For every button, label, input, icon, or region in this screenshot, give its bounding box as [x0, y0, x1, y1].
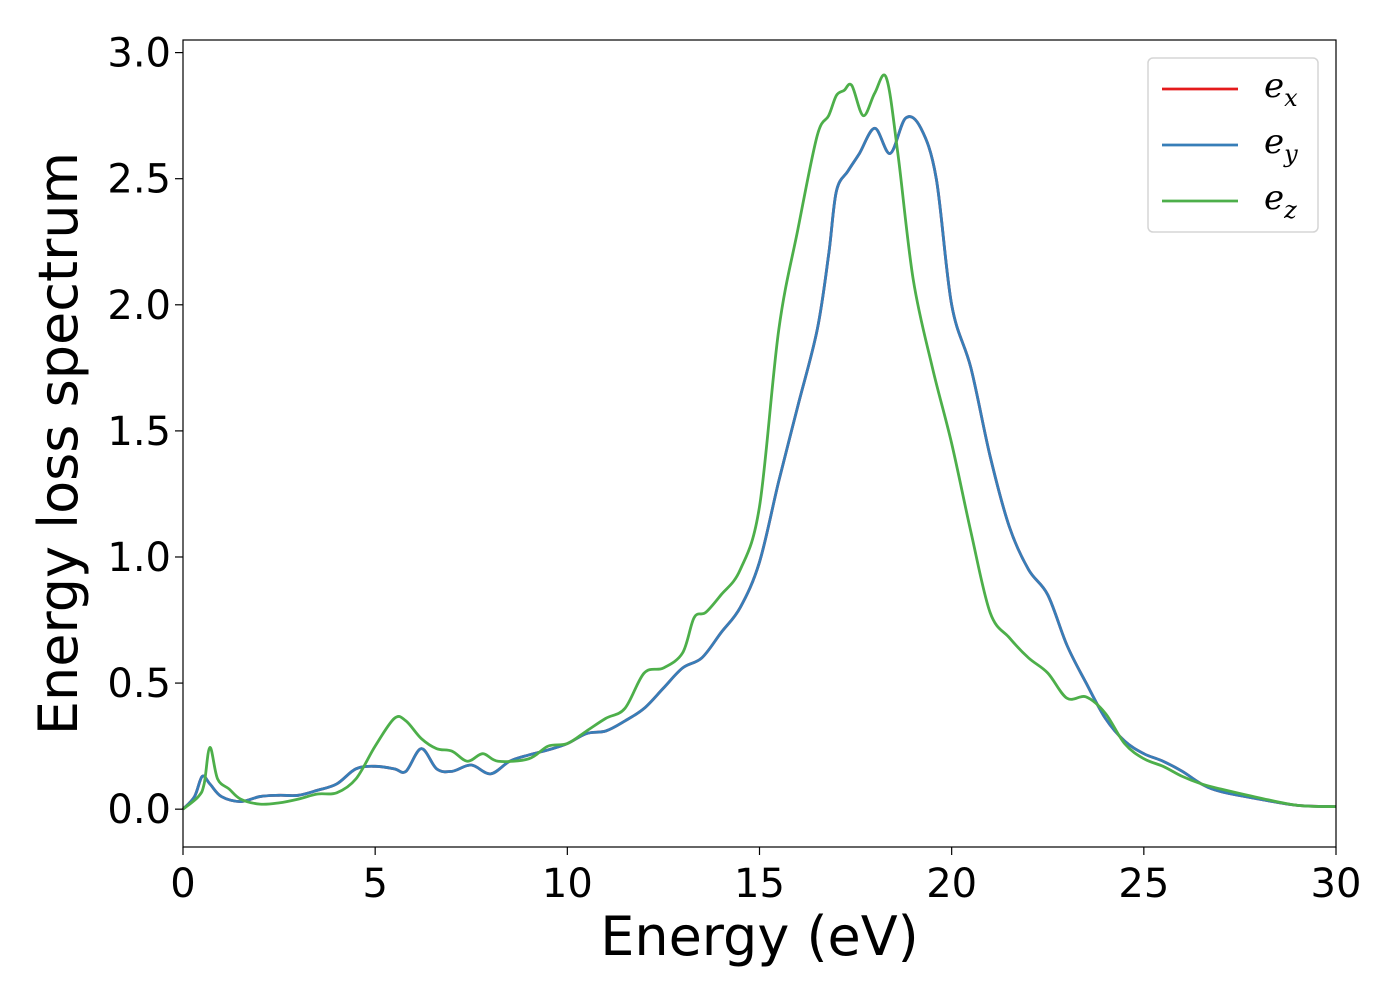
- legend-label-y: ey: [1264, 122, 1298, 168]
- y-tick-label: 2.0: [107, 283, 171, 329]
- x-axis: 0 5 10 15 20 25 30: [170, 847, 1361, 907]
- x-axis-label: Energy (eV): [600, 905, 919, 968]
- y-tick-label: 3.0: [107, 31, 171, 77]
- y-tick-label: 0.5: [107, 661, 171, 707]
- x-tick-label: 0: [170, 861, 195, 907]
- x-tick-label: 20: [926, 861, 977, 907]
- x-tick-label: 10: [542, 861, 593, 907]
- y-axis-label: Energy loss spectrum: [27, 152, 90, 735]
- x-tick-label: 25: [1118, 861, 1169, 907]
- legend-label-z: ez: [1264, 178, 1297, 224]
- y-tick-label: 1.5: [107, 409, 171, 455]
- legend: ex ey ez: [1147, 57, 1319, 233]
- series-line-y: [181, 115, 1337, 811]
- series-line-z: [182, 73, 1337, 811]
- y-tick-label: 0.0: [107, 787, 171, 833]
- x-tick-label: 30: [1311, 861, 1362, 907]
- x-tick-label: 15: [734, 861, 785, 907]
- y-tick-label: 2.5: [107, 157, 171, 203]
- series-layer: [181, 73, 1337, 811]
- y-axis: 0.0 0.5 1.0 1.5 2.0 2.5 3.0: [107, 31, 183, 833]
- x-tick-label: 5: [362, 861, 387, 907]
- y-tick-label: 1.0: [107, 535, 171, 581]
- legend-label-x: ex: [1264, 66, 1298, 112]
